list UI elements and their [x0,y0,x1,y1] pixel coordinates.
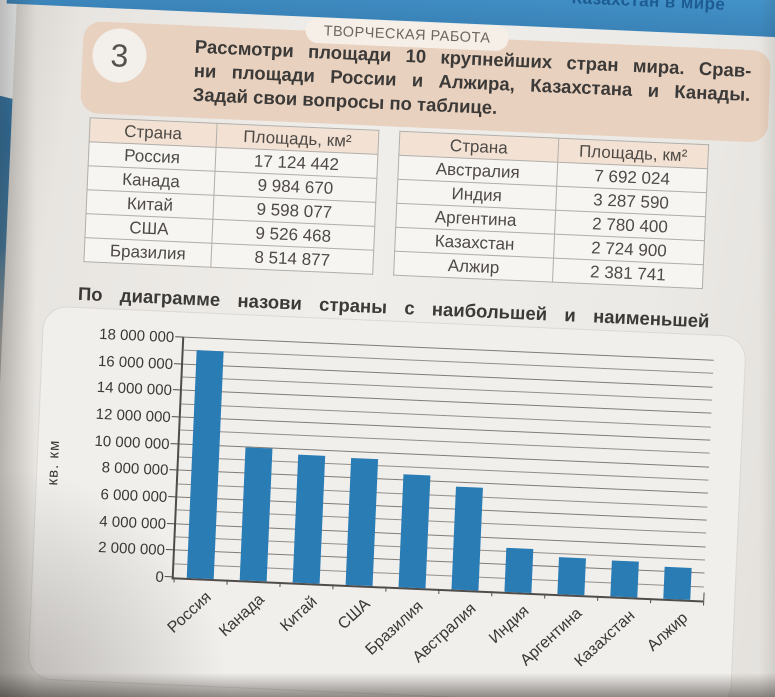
bar-Россия [186,349,224,580]
bar-Индия [504,548,534,593]
y-tick-mark [169,469,179,471]
x-axis-tick [650,598,652,604]
gridline [181,403,711,428]
y-tick-mark [174,362,184,365]
x-axis-labels: Россия Канада Китай США Бразилия Австралия Инд… [165,587,701,697]
y-tick-mark [167,522,177,525]
gridline [181,389,712,414]
y-tick-label: 4 000 000 [99,512,167,533]
x-axis-tick [544,593,546,599]
x-axis-tick [597,595,599,601]
x-tick-label: США [334,595,374,634]
gridline [182,376,713,401]
x-axis-tick [438,588,440,594]
x-tick-label: Китай [277,593,321,636]
x-axis-tick [226,579,228,585]
y-tick-label: 0 [155,568,165,586]
bar-Казахстан [610,560,639,598]
task-text: Рассмотри площади 10 крупнейших стран ми… [192,35,752,131]
y-tick-label: 12 000 000 [95,405,172,427]
y-tick-label: 6 000 000 [100,486,168,507]
bar-Алжир [663,566,692,600]
y-tick-label: 14 000 000 [96,379,173,400]
y-tick-mark [170,442,180,445]
x-axis-tick [332,584,334,590]
task-number-badge: 3 [91,27,148,84]
chapter-title: Казахстан в мире [571,0,726,14]
plot-area [164,336,714,606]
y-tick-label: 18 000 000 [98,325,175,347]
bar-Бразилия [398,473,431,589]
areas-table-top5: Страна Площадь, км² Россия 17 124 442 Канада… [83,117,379,275]
country-name-cell: Бразилия [83,237,212,268]
x-axis-tick [703,600,705,606]
y-tick-mark [164,575,174,578]
x-axis-tick [385,586,387,592]
gridline [183,349,714,375]
x-tick-label: Канада [216,590,268,641]
y-tick-mark [171,416,181,418]
bar-США [345,457,379,587]
y-tick-mark [165,549,175,551]
area-value-cell: 2 381 741 [552,258,704,289]
areas-table-next5: Страна Площадь, км² Австралия 7 692 024 Инди… [393,131,709,289]
bar-Китай [292,454,326,584]
axis-end-tick [703,592,705,601]
bar-Канада [239,447,273,582]
gridline [180,416,711,441]
y-tick-label: 2 000 000 [97,539,166,560]
y-tick-mark [168,496,178,498]
y-tick-mark [172,389,182,391]
x-tick-label: Алжир [644,609,692,655]
gridline [184,336,714,361]
gridline [183,363,713,388]
y-tick-label: 16 000 000 [97,352,174,373]
x-axis-tick [173,577,175,583]
bar-Австралия [451,486,483,591]
x-axis-tick [279,581,281,588]
x-tick-label: Индия [486,602,533,648]
x-tick-label: Россия [164,588,215,637]
y-tick-label: 8 000 000 [101,459,169,480]
y-tick-mark [175,336,185,338]
y-axis-ticks: 0 2 000 000 4 000 000 6 000 000 8 000 000 10 … [52,326,174,586]
bar-Аргентина [557,557,586,596]
x-axis-tick [491,591,493,597]
y-tick-label: 10 000 000 [94,432,170,453]
